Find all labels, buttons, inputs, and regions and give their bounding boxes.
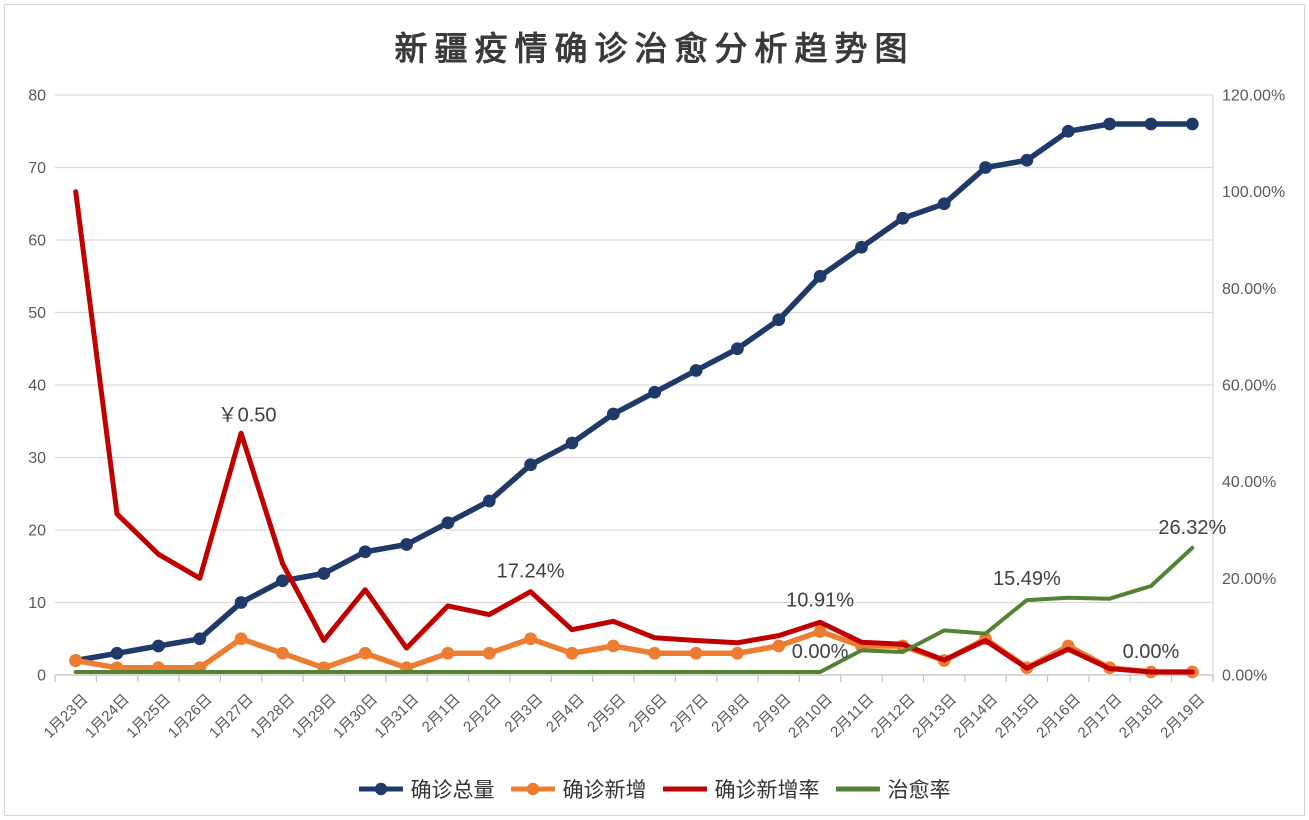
svg-text:2月11日: 2月11日: [827, 691, 877, 741]
legend-item-cure-rate: 治愈率: [835, 774, 951, 804]
svg-text:70: 70: [28, 160, 46, 177]
svg-text:2月8日: 2月8日: [708, 691, 753, 736]
svg-text:2月6日: 2月6日: [625, 691, 670, 736]
svg-text:2月13日: 2月13日: [909, 691, 960, 742]
svg-text:100.00%: 100.00%: [1222, 184, 1285, 201]
svg-text:2月1日: 2月1日: [419, 691, 464, 736]
svg-text:2月15日: 2月15日: [992, 691, 1043, 742]
svg-text:50: 50: [28, 305, 46, 322]
svg-text:0.00%: 0.00%: [1123, 641, 1180, 663]
svg-text:80.00%: 80.00%: [1222, 281, 1276, 298]
svg-text:60: 60: [28, 233, 46, 250]
chart-title: 新疆疫情确诊治愈分析趋势图: [394, 29, 915, 68]
svg-text:2月3日: 2月3日: [501, 691, 546, 736]
gridlines: [55, 94, 1214, 675]
svg-text:17.24%: 17.24%: [497, 561, 565, 583]
svg-text:1月27日: 1月27日: [206, 691, 257, 742]
cure-rate-swatch-icon: [835, 786, 880, 792]
svg-text:10.91%: 10.91%: [786, 589, 854, 611]
svg-text:￥0.50: ￥0.50: [218, 404, 277, 426]
svg-text:2月5日: 2月5日: [584, 691, 629, 736]
svg-text:1月25日: 1月25日: [123, 691, 174, 742]
svg-text:2月19日: 2月19日: [1157, 691, 1208, 742]
series-cure-rate: [73, 545, 1195, 674]
svg-text:20.00%: 20.00%: [1222, 571, 1276, 588]
svg-text:1月30日: 1月30日: [330, 691, 381, 742]
svg-text:2月2日: 2月2日: [460, 691, 505, 736]
svg-text:2月17日: 2月17日: [1075, 691, 1126, 742]
legend-item-new-confirmed: 确诊新增: [510, 774, 647, 804]
legend-label: 确诊新增: [562, 778, 647, 802]
data-label-annotations: ￥0.50 17.24% 10.91% 0.00% 15.49% 0.00% 26.32%: [218, 404, 1227, 663]
y-axis-right-labels: 0.00% 20.00% 40.00% 60.00% 80.00% 100.00% 120.…: [1222, 88, 1285, 685]
x-axis-labels: 1月23日1月24日1月25日1月26日1月27日1月28日1月29日1月30日…: [41, 691, 1209, 742]
svg-text:2月7日: 2月7日: [667, 691, 712, 736]
svg-text:30: 30: [28, 450, 46, 467]
svg-text:2月4日: 2月4日: [543, 691, 588, 736]
svg-text:60.00%: 60.00%: [1222, 378, 1276, 395]
svg-text:80: 80: [28, 88, 46, 105]
svg-text:10: 10: [28, 595, 46, 612]
svg-text:20: 20: [28, 523, 46, 540]
svg-text:1月28日: 1月28日: [247, 691, 298, 742]
svg-text:2月10日: 2月10日: [785, 691, 836, 742]
legend-item-new-confirmed-rate: 确诊新增率: [662, 774, 820, 804]
chart-plot-area: 0 10 20 30 40 50 60 70 80 0.00% 20.00% 40.00% 60.00%…: [28, 88, 1285, 742]
svg-text:0.00%: 0.00%: [792, 641, 849, 663]
legend-label: 确诊新增率: [714, 778, 820, 802]
svg-text:0.00%: 0.00%: [1222, 668, 1267, 685]
svg-text:2月18日: 2月18日: [1116, 691, 1167, 742]
svg-text:0: 0: [37, 668, 46, 685]
svg-text:40: 40: [28, 378, 46, 395]
svg-text:2月14日: 2月14日: [950, 691, 1001, 742]
legend: 确诊总量 确诊新增 确诊新增率 治愈率: [0, 774, 1309, 804]
legend-item-total-confirmed: 确诊总量: [358, 774, 495, 804]
svg-text:40.00%: 40.00%: [1222, 474, 1276, 491]
total-confirmed-swatch-icon: [358, 782, 403, 796]
x-axis: [54, 674, 1214, 682]
series-new-confirmed-rate: [73, 189, 1195, 675]
svg-text:120.00%: 120.00%: [1222, 88, 1285, 105]
legend-label: 治愈率: [887, 778, 951, 802]
series-total-confirmed: [69, 117, 1199, 667]
new-confirmed-rate-swatch-icon: [662, 786, 707, 792]
svg-text:15.49%: 15.49%: [993, 568, 1061, 590]
svg-text:2月12日: 2月12日: [868, 691, 919, 742]
svg-text:1月31日: 1月31日: [371, 691, 422, 742]
new-confirmed-swatch-icon: [510, 782, 555, 796]
y-axis-left-labels: 0 10 20 30 40 50 60 70 80: [28, 88, 46, 685]
svg-text:1月26日: 1月26日: [165, 691, 216, 742]
svg-text:1月24日: 1月24日: [82, 691, 133, 742]
legend-label: 确诊总量: [410, 778, 495, 802]
svg-text:1月29日: 1月29日: [289, 691, 340, 742]
svg-text:26.32%: 26.32%: [1158, 517, 1226, 539]
svg-text:1月23日: 1月23日: [41, 691, 92, 742]
svg-text:2月16日: 2月16日: [1033, 691, 1084, 742]
